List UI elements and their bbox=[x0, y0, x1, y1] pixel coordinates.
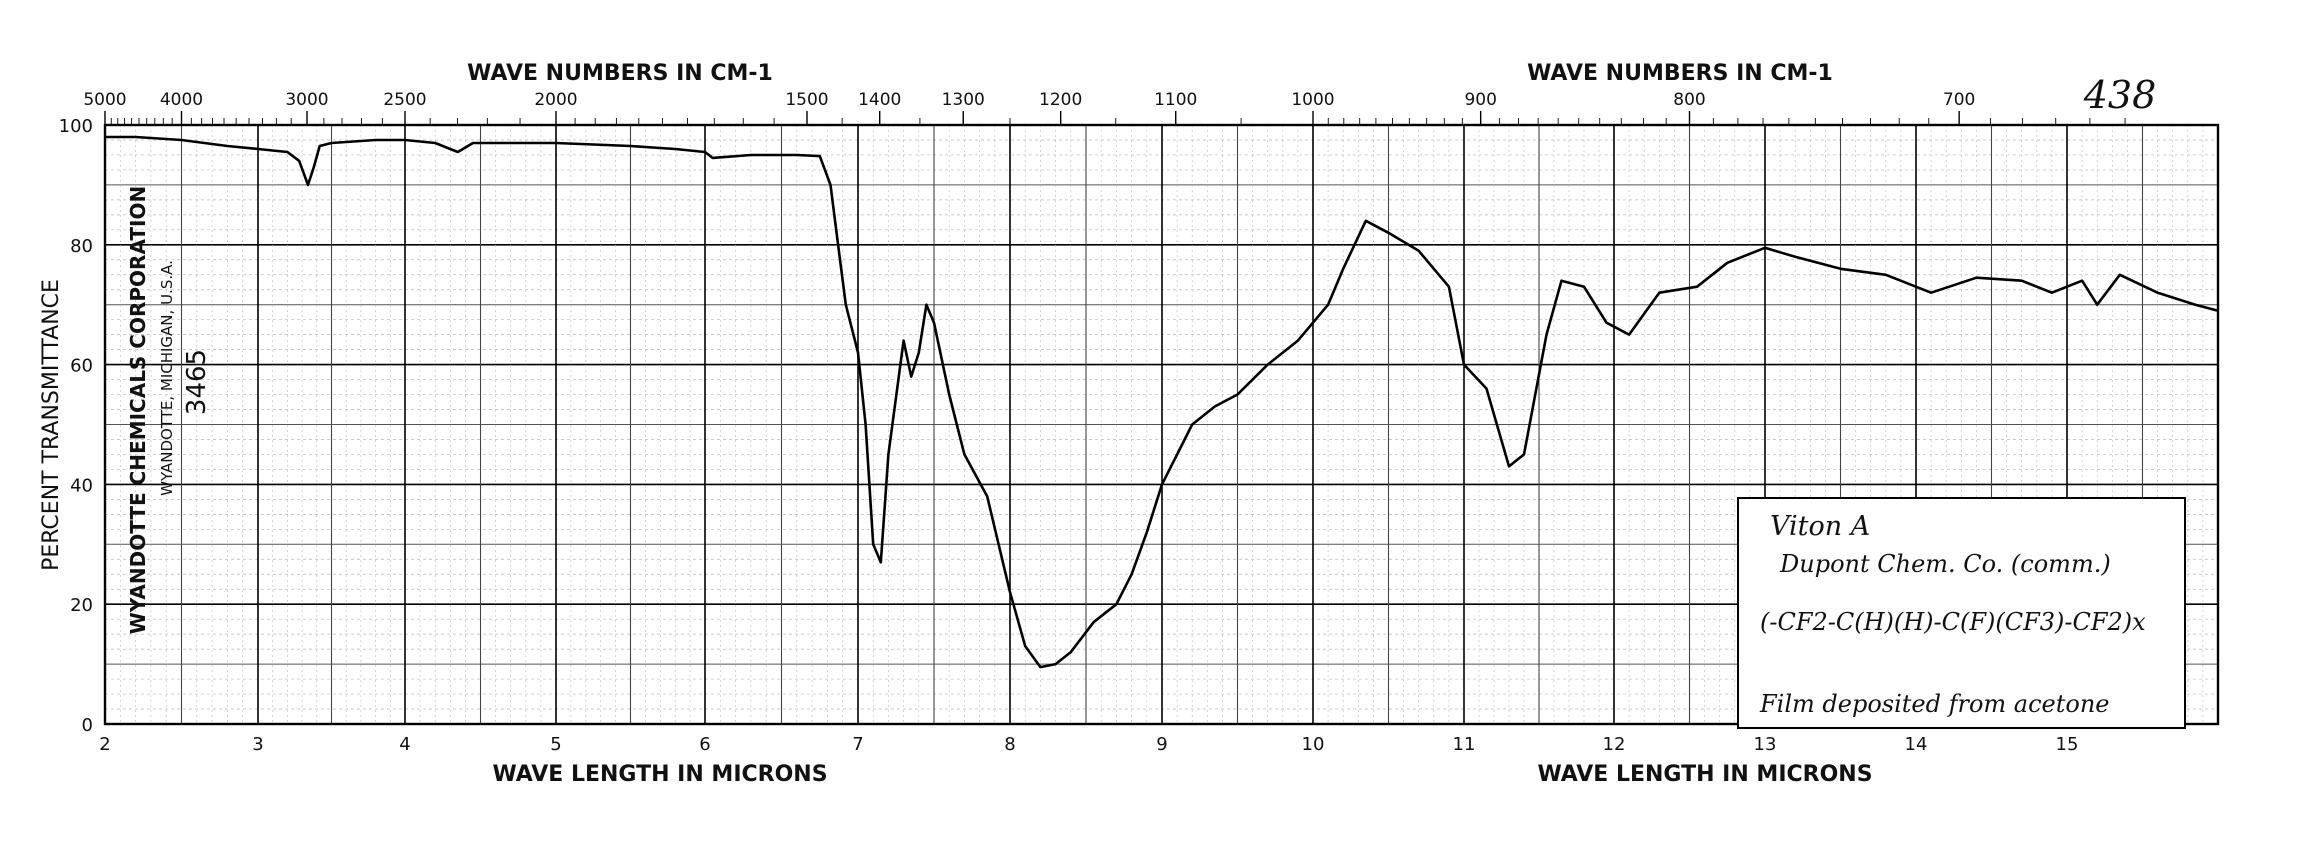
publisher-address: WYANDOTTE, MICHIGAN, U.S.A. bbox=[158, 260, 176, 496]
y-tick-label: 80 bbox=[70, 236, 93, 257]
publisher-name: WYANDOTTE CHEMICALS CORPORATION bbox=[126, 186, 150, 634]
wavenumber-tick-label: 1500 bbox=[785, 90, 828, 110]
transmittance-curve bbox=[105, 135, 2219, 669]
x-tick-label: 4 bbox=[399, 734, 410, 755]
y-tick-label: 100 bbox=[59, 116, 93, 137]
wavenumber-tick-label: 3000 bbox=[285, 90, 328, 110]
x-axis-ticks: 2 3 4 5 6 7 8 9 10 11 12 13 14 15 bbox=[99, 734, 2078, 755]
annotation-formula: (-CF2-C(H)(H)-C(F)(CF3)-CF2)x bbox=[1760, 608, 2146, 636]
x-tick-label: 7 bbox=[852, 734, 863, 755]
wavenumber-tick-label: 2000 bbox=[534, 90, 577, 110]
y-tick-label: 40 bbox=[70, 475, 93, 496]
chart-id: 3465 bbox=[182, 349, 212, 415]
annotation-box: Viton A Dupont Chem. Co. (comm.) (-CF2-C… bbox=[1737, 497, 2186, 729]
x-axis-label-bottom-left: WAVE LENGTH IN MICRONS bbox=[492, 762, 827, 787]
wavenumber-label-top-right: WAVE NUMBERS IN CM-1 bbox=[1527, 61, 1833, 86]
wavenumber-axis-ticks: 5000 4000 3000 2500 2000 1500 1400 1300 1200 1100… bbox=[83, 90, 2126, 125]
x-tick-label: 13 bbox=[1754, 734, 1777, 755]
wavenumber-tick-label: 4000 bbox=[160, 90, 203, 110]
wavenumber-tick-label: 1200 bbox=[1039, 90, 1082, 110]
y-tick-label: 60 bbox=[70, 356, 93, 377]
plot-border bbox=[103, 123, 2220, 726]
x-tick-label: 14 bbox=[1905, 734, 1928, 755]
x-tick-label: 6 bbox=[699, 734, 710, 755]
wavenumber-tick-label: 900 bbox=[1464, 90, 1496, 110]
x-tick-label: 11 bbox=[1453, 734, 1476, 755]
wavenumber-tick-label: 5000 bbox=[83, 90, 126, 110]
x-axis-label-bottom-right: WAVE LENGTH IN MICRONS bbox=[1537, 762, 1872, 787]
wavenumber-tick-label: 1300 bbox=[942, 90, 985, 110]
plot-frame bbox=[103, 123, 2220, 726]
x-tick-label: 5 bbox=[550, 734, 561, 755]
annotation-source: Dupont Chem. Co. (comm.) bbox=[1779, 550, 2111, 578]
wavenumber-tick-label: 1400 bbox=[858, 90, 901, 110]
sheet-number: 438 bbox=[2083, 73, 2157, 117]
annotation-prep: Film deposited from acetone bbox=[1759, 690, 2110, 718]
wavenumber-tick-label: 700 bbox=[1943, 90, 1975, 110]
x-tick-label: 15 bbox=[2056, 734, 2079, 755]
y-tick-label: 0 bbox=[82, 715, 93, 736]
y-axis-ticks: 0 20 40 60 80 100 bbox=[59, 116, 93, 736]
x-tick-label: 2 bbox=[99, 734, 110, 755]
x-tick-label: 8 bbox=[1004, 734, 1015, 755]
annotation-title: Viton A bbox=[1770, 511, 1870, 542]
x-tick-label: 12 bbox=[1603, 734, 1626, 755]
y-axis-label: PERCENT TRANSMITTANCE bbox=[39, 279, 64, 571]
x-tick-label: 10 bbox=[1302, 734, 1325, 755]
wavenumber-label-top-left: WAVE NUMBERS IN CM-1 bbox=[467, 61, 773, 86]
wavenumber-tick-label: 1100 bbox=[1154, 90, 1197, 110]
x-tick-label: 3 bbox=[252, 734, 263, 755]
wavenumber-tick-label: 1000 bbox=[1291, 90, 1334, 110]
y-tick-label: 20 bbox=[70, 595, 93, 616]
wavenumber-tick-label: 2500 bbox=[383, 90, 426, 110]
x-tick-label: 9 bbox=[1156, 734, 1167, 755]
wavenumber-tick-label: 800 bbox=[1673, 90, 1705, 110]
